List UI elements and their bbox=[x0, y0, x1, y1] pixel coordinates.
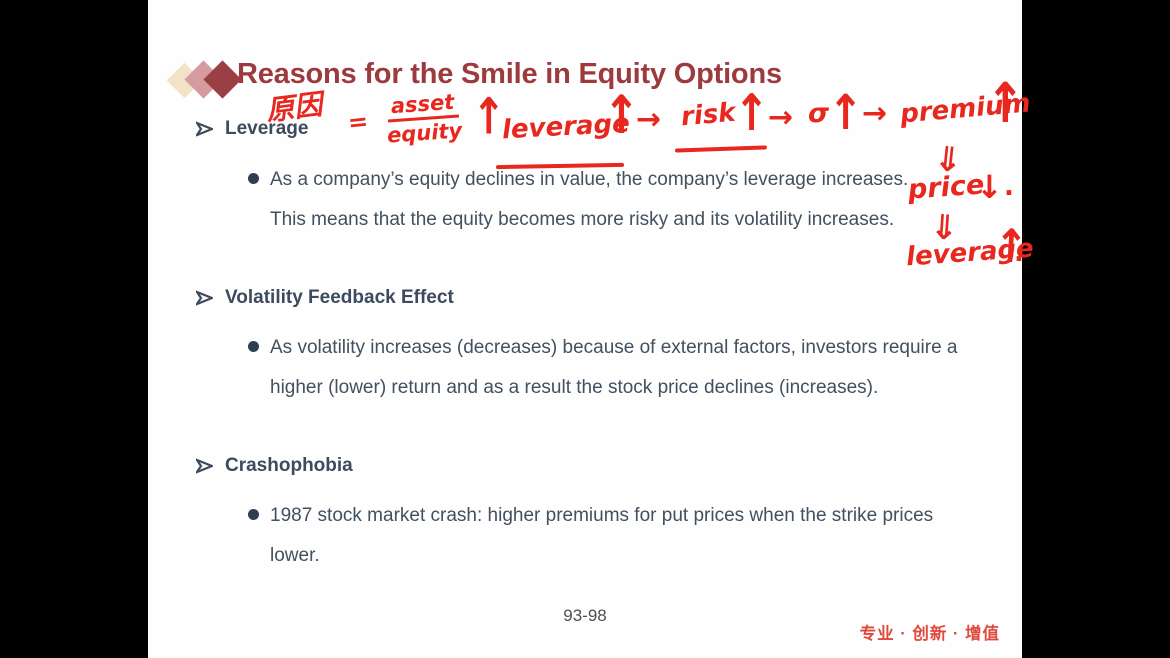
hw-underline bbox=[674, 145, 768, 153]
letterbox-left bbox=[0, 0, 148, 658]
section-heading-leverage: Leverage bbox=[225, 118, 309, 139]
body-text: 1987 stock market crash: higher premiums… bbox=[270, 505, 934, 566]
bullet-dot-icon bbox=[248, 509, 259, 520]
arrowhead-bullet-icon bbox=[196, 121, 213, 137]
slide: Reasons for the Smile in Equity Options … bbox=[148, 0, 1035, 658]
hw-equals-sign: = bbox=[346, 107, 370, 137]
hw-fraction-denominator: equity bbox=[386, 118, 463, 148]
arrowhead-bullet-icon bbox=[196, 290, 213, 306]
page-number: 93-98 bbox=[563, 606, 607, 625]
section-heading-volatility: Volatility Feedback Effect bbox=[225, 287, 454, 308]
slide-title: Reasons for the Smile in Equity Options bbox=[237, 58, 782, 90]
bullet-dot-icon bbox=[248, 341, 259, 352]
section-body-crashophobia: 1987 stock market crash: higher premiums… bbox=[248, 496, 964, 575]
section-body-volatility: As volatility increases (decreases) beca… bbox=[248, 328, 982, 407]
section-heading-crashophobia: Crashophobia bbox=[225, 455, 353, 476]
hw-down-arrow-icon: ↓ bbox=[976, 168, 1003, 206]
hw-period-mark: . bbox=[1004, 172, 1014, 202]
section-volatility-feedback: Volatility Feedback Effect bbox=[196, 287, 454, 309]
letterbox-right bbox=[1022, 0, 1170, 658]
hw-price-term: price bbox=[907, 169, 986, 206]
arrowhead-bullet-icon bbox=[196, 458, 213, 474]
body-text: As a company’s equity declines in value,… bbox=[270, 169, 909, 230]
hw-leverage-term: leverage bbox=[501, 108, 631, 146]
body-text: As volatility increases (decreases) beca… bbox=[270, 337, 958, 398]
section-leverage: Leverage bbox=[196, 118, 308, 140]
hw-double-down-arrow-icon: ⇓ bbox=[928, 207, 960, 249]
section-crashophobia: Crashophobia bbox=[196, 455, 353, 477]
hw-leverage-result-term: leverage bbox=[905, 233, 1035, 273]
section-body-leverage: As a company’s equity declines in value,… bbox=[248, 160, 910, 239]
footer-slogan: 专业 · 创新 · 增值 bbox=[859, 625, 1000, 643]
bullet-dot-icon bbox=[248, 173, 259, 184]
hw-double-down-arrow-icon: ⇓ bbox=[931, 138, 965, 182]
slide-title-row: Reasons for the Smile in Equity Options bbox=[148, 0, 1022, 110]
